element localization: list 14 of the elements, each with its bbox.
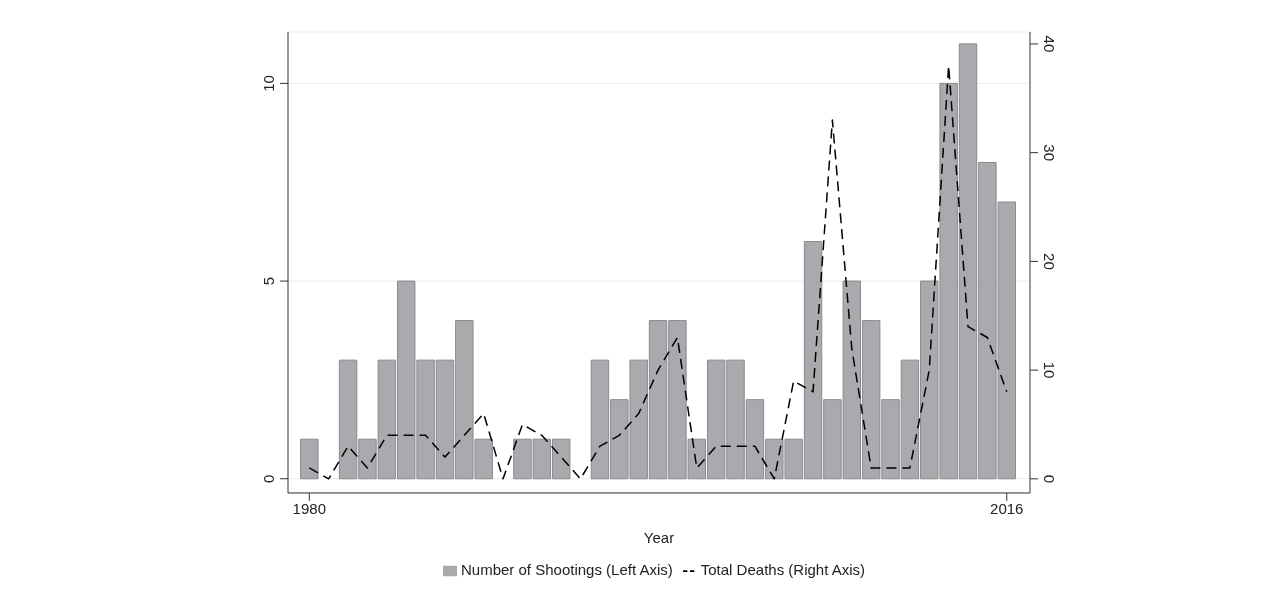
y2-tick-label: 30 bbox=[1041, 144, 1058, 162]
y2-tick-label: 40 bbox=[1041, 35, 1058, 53]
y2-tick-label: 20 bbox=[1041, 253, 1058, 270]
y2-tick-label: 0 bbox=[1041, 474, 1058, 484]
legend-label: Total Deaths (Right Axis) bbox=[700, 560, 865, 578]
x-tick-label: 1980 bbox=[292, 499, 326, 517]
y-tick-label: 10 bbox=[260, 75, 277, 92]
y2-tick-label: 10 bbox=[1041, 361, 1058, 379]
legend-label: Number of Shootings (Left Axis) bbox=[461, 560, 673, 578]
y-tick-label: 5 bbox=[260, 276, 277, 286]
y-tick-label: 0 bbox=[260, 474, 277, 483]
bar bbox=[300, 438, 319, 480]
x-tick-label: 2016 bbox=[990, 499, 1024, 517]
x-axis-title: Year bbox=[643, 528, 675, 546]
